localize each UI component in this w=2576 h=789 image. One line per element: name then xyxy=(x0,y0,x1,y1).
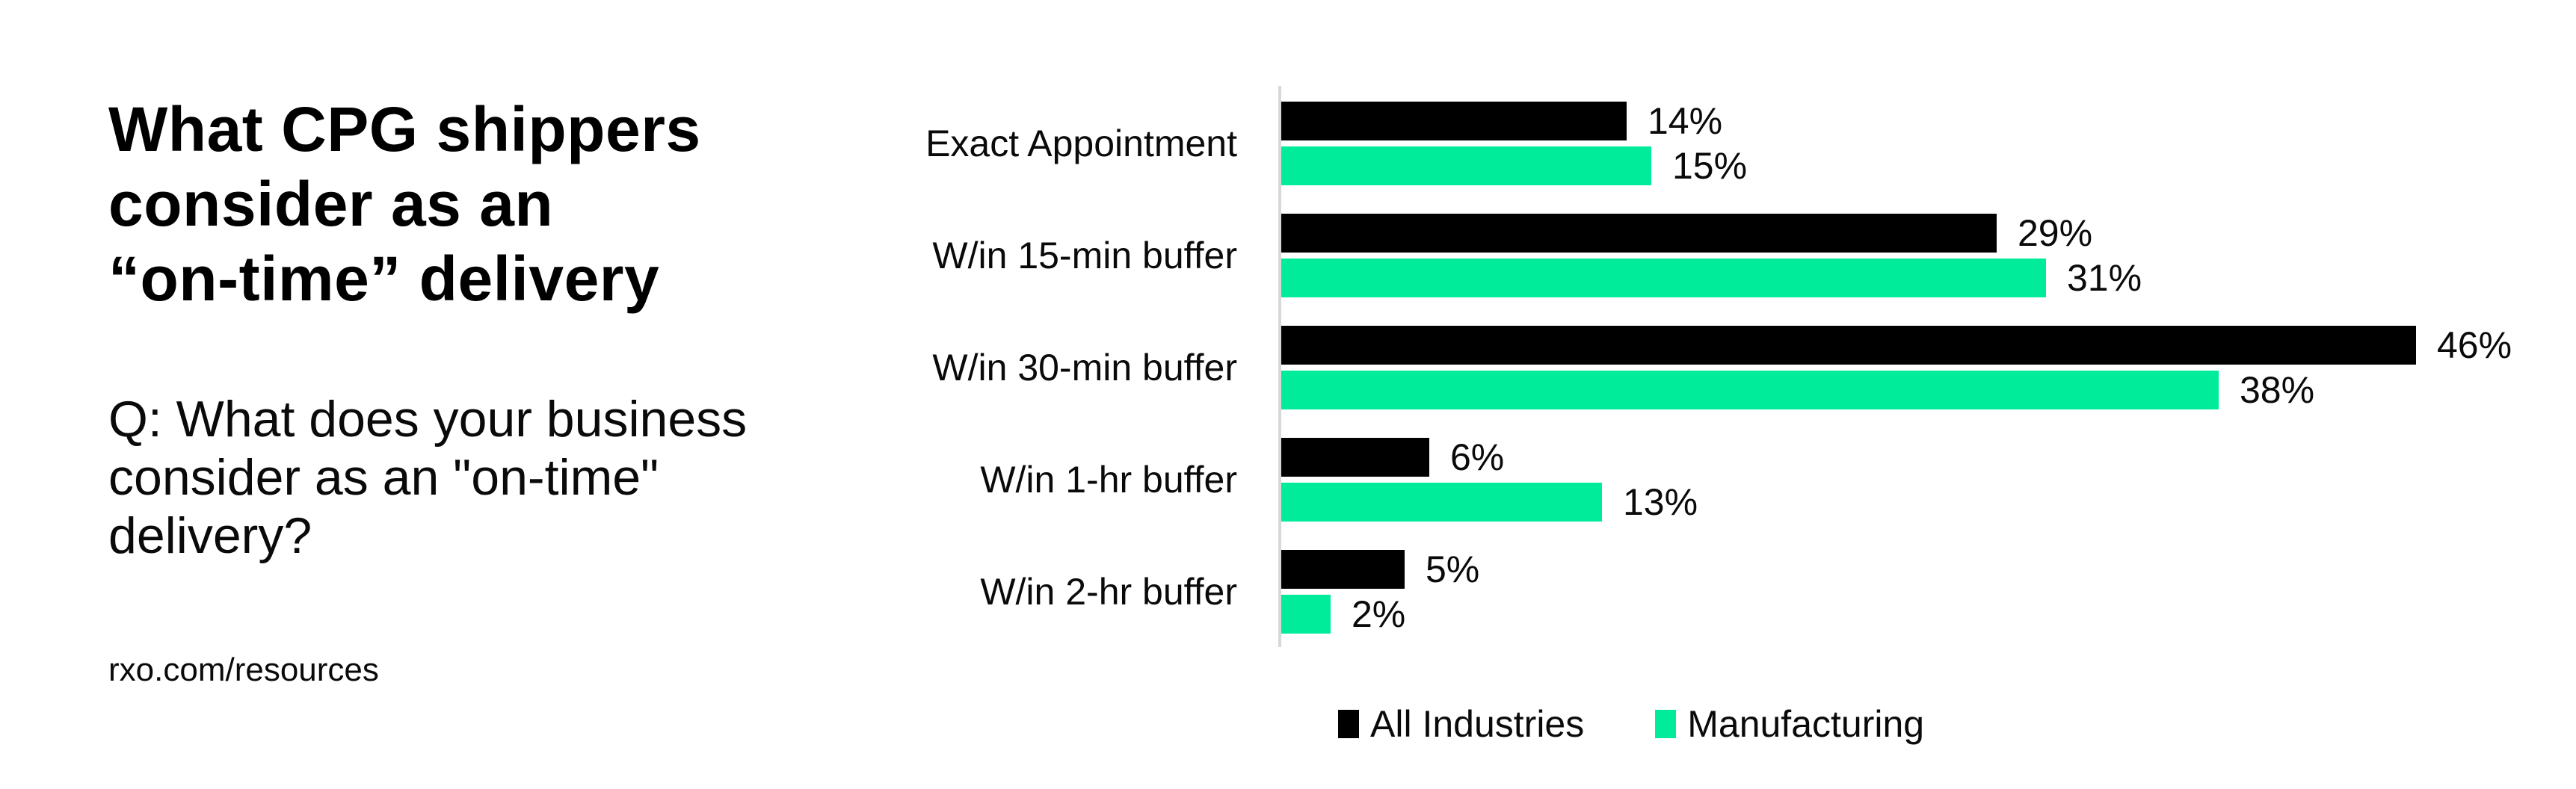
left-panel: What CPG shippers consider as an “on-tim… xyxy=(108,0,856,789)
legend-swatch-icon xyxy=(1655,710,1677,738)
legend-label: Manufacturing xyxy=(1687,703,1925,745)
bar-row: 38% xyxy=(1281,369,2315,411)
value-label: 13% xyxy=(1623,481,1698,523)
legend-item-manufacturing: Manufacturing xyxy=(1655,702,1924,746)
bar-row: 46% xyxy=(1281,324,2512,366)
bar-group: W/in 15-min buffer 29% 31% xyxy=(932,212,2504,299)
bar-manufacturing xyxy=(1281,146,1651,185)
bar-row: 14% xyxy=(1281,100,1723,142)
bar-all-industries xyxy=(1281,550,1405,589)
bar-manufacturing xyxy=(1281,371,2219,409)
bar-group: W/in 1-hr buffer 6% 13% xyxy=(980,436,2504,523)
bar-manufacturing xyxy=(1281,259,2046,297)
category-label: W/in 2-hr buffer xyxy=(980,571,1237,613)
category-label: W/in 15-min buffer xyxy=(932,235,1237,276)
bar-all-industries xyxy=(1281,438,1429,477)
category-label: W/in 30-min buffer xyxy=(932,347,1237,389)
value-label: 31% xyxy=(2067,257,2142,299)
bar-all-industries xyxy=(1281,214,1997,253)
legend-label: All Industries xyxy=(1370,703,1585,745)
bar-row: 31% xyxy=(1281,257,2142,299)
bar-row: 15% xyxy=(1281,145,1748,187)
category-label: W/in 1-hr buffer xyxy=(980,459,1237,501)
bar-row: 29% xyxy=(1281,212,2093,254)
bar-all-industries xyxy=(1281,102,1627,140)
value-label: 15% xyxy=(1672,145,1748,187)
bar-manufacturing xyxy=(1281,483,1602,522)
value-label: 5% xyxy=(1426,548,1480,590)
value-label: 29% xyxy=(2018,212,2093,254)
legend-item-all-industries: All Industries xyxy=(1338,702,1584,746)
bar-group: W/in 30-min buffer 46% 38% xyxy=(932,324,2512,411)
legend-swatch-icon xyxy=(1338,710,1359,738)
y-axis-line xyxy=(1278,86,1281,647)
category-label: Exact Appointment xyxy=(925,123,1237,164)
bar-group: W/in 2-hr buffer 5% 2% xyxy=(980,548,2504,635)
value-label: 46% xyxy=(2437,324,2512,366)
bar-row: 5% xyxy=(1281,548,1480,590)
bar-manufacturing xyxy=(1281,595,1331,634)
survey-question: Q: What does your business consider as a… xyxy=(108,391,748,564)
chart-legend: All Industries Manufacturing xyxy=(1338,702,1924,746)
bar-row: 13% xyxy=(1281,481,1698,523)
bar-row: 6% xyxy=(1281,436,1505,478)
value-label: 2% xyxy=(1352,593,1406,635)
value-label: 38% xyxy=(2240,369,2315,411)
source-url: rxo.com/resources xyxy=(108,652,379,688)
bar-group: Exact Appointment 14% 15% xyxy=(925,100,2504,187)
bar-all-industries xyxy=(1281,326,2416,365)
bar-row: 2% xyxy=(1281,593,1406,635)
value-label: 6% xyxy=(1450,436,1505,478)
plot-area: Exact Appointment 14% 15% W/in 15-min buffe… xyxy=(925,86,2512,647)
value-label: 14% xyxy=(1648,100,1723,142)
chart-title: What CPG shippers consider as an “on-tim… xyxy=(108,94,701,314)
